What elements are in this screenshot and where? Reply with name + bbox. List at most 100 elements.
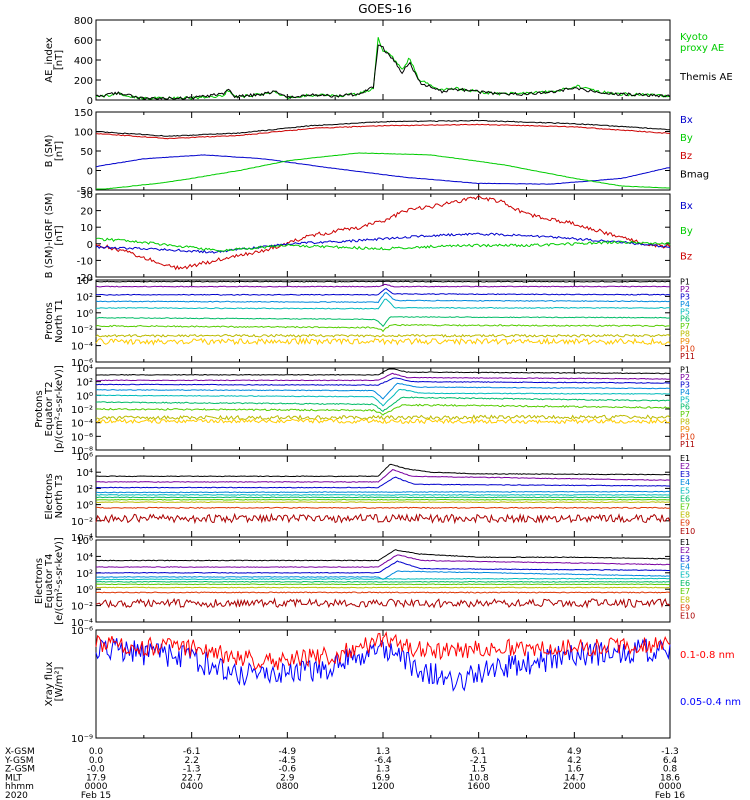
y-tick-label: 600 [74, 36, 93, 47]
ephemeris-value: -2.1 [470, 756, 488, 766]
y-tick-label: 10⁶ [76, 452, 93, 463]
ephemeris-value: 2.2 [185, 756, 199, 766]
series-line-p1 [95, 280, 671, 283]
series-line-e4 [95, 490, 671, 494]
series-line-p8 [95, 333, 671, 338]
legend-entry: E3 [680, 470, 690, 479]
y-tick-label: 150 [74, 108, 93, 119]
legend-entry: P6 [680, 403, 690, 412]
y-tick-label: 10⁰ [76, 309, 93, 320]
ephemeris-value: 1.5 [472, 765, 486, 775]
y-tick-label: 10⁰ [76, 501, 93, 512]
legend-entry: P1 [680, 365, 690, 374]
ephemeris-value: 0.0 [89, 756, 104, 766]
legend-entry: P6 [680, 315, 690, 324]
series-line-e7 [95, 583, 671, 586]
y-tick-label: 100 [74, 128, 93, 139]
legend-entry: E5 [680, 486, 690, 495]
legend-entry: P9 [680, 425, 690, 434]
ephemeris-value: 0000 [85, 782, 108, 792]
y-tick-label: 10⁴ [76, 468, 93, 479]
ephemeris-value: 18.6 [660, 773, 680, 783]
ephemeris-value: 4.2 [567, 756, 581, 766]
series-line-e3 [95, 560, 670, 574]
legend-entry: E1 [680, 454, 690, 463]
y-tick-label: 10⁴ [76, 276, 93, 287]
series-line-e10 [95, 512, 671, 525]
series-line-p5 [95, 298, 671, 310]
ephemeris-value: 1600 [467, 782, 490, 792]
legend-entry: P1 [680, 277, 690, 286]
series-line-e9 [96, 506, 671, 509]
ephemeris-value: 10.8 [469, 773, 489, 783]
series-line-0-05-0-4-nm [95, 638, 671, 692]
y-tick-label: 400 [74, 56, 93, 67]
ephemeris-row-label: MLT [5, 773, 23, 783]
y-tick-label: -10 [77, 256, 93, 267]
series-line-p5 [95, 388, 671, 407]
legend-entry: E4 [680, 563, 690, 572]
series-line-bz [95, 123, 671, 140]
series-line-e8 [95, 501, 671, 504]
legend-entry: E2 [680, 462, 690, 471]
ephemeris-value: 0400 [180, 782, 203, 792]
y-axis-label: B (SM)-IGRF (SM) [44, 193, 55, 279]
legend-entry: P7 [680, 322, 690, 331]
y-tick-label: 800 [74, 16, 93, 27]
series-line-p9 [95, 337, 671, 346]
date-start: Feb 15 [81, 791, 111, 800]
ephemeris-value: 22.7 [182, 773, 202, 783]
series-line-p8 [95, 414, 671, 421]
legend-entry: E9 [680, 604, 690, 613]
legend-entry: 0.1-0.8 nm [680, 650, 735, 661]
legend-entry: E7 [680, 587, 690, 596]
legend-entry: P8 [680, 418, 690, 427]
panel-frame [95, 111, 671, 191]
legend-entry: P4 [680, 388, 690, 397]
panel-xray: 10⁻⁶ 10⁻⁹ Xray flux [W/m²] 0.1-0.8 nm 0.05-0.… [44, 626, 741, 745]
date-end: Feb 16 [655, 791, 686, 800]
ephemeris-row-label: hhmm [5, 782, 34, 792]
ephemeris-value: -4.9 [279, 747, 297, 757]
series-line-e2 [95, 554, 671, 568]
legend-entry: P8 [680, 330, 690, 339]
series-line-e6 [95, 580, 671, 583]
y-axis-label: Protons [44, 302, 55, 339]
y-axis-label: [nT] [54, 50, 65, 70]
ephemeris-value: -0.6 [279, 765, 297, 775]
series-line-p3 [95, 288, 671, 296]
legend-entry: P5 [680, 307, 690, 316]
y-axis-label: Xray flux [44, 662, 55, 707]
ephemeris-row-label: X-GSM [5, 747, 35, 757]
panel-bdiff: 30 20 10 0 -10 -20 B (SM)-IGRF (SM) [nT] Bx By Bz [44, 190, 693, 284]
legend-entry: P4 [680, 300, 690, 309]
panel-pe: 10⁴ 10² 10⁰ 10⁻² 10⁻⁴ 10⁻⁶ 10⁻⁸ Protons Equator … [34, 364, 695, 457]
y-axis-label: AE_index [44, 37, 55, 83]
y-tick-label: 10⁻⁹ [71, 734, 93, 745]
series-line-e5 [95, 577, 671, 581]
ephemeris-value: 0.8 [663, 765, 678, 775]
y-tick-label: 10⁻² [71, 325, 93, 336]
legend-entry: P3 [680, 292, 690, 301]
y-tick-label: 10⁴ [76, 552, 93, 563]
y-tick-label: 10⁻⁴ [71, 419, 93, 430]
series-line-e7 [95, 498, 671, 501]
ephemeris-value: -4.5 [279, 756, 297, 766]
y-tick-label: 10⁻⁴ [71, 618, 93, 629]
ephemeris-row-label: Y-GSM [4, 756, 33, 766]
series-line-e9 [95, 591, 671, 594]
legend-entry: Bz [680, 151, 692, 162]
series-line-p2 [95, 372, 671, 382]
legend-entry: E6 [680, 494, 690, 503]
y-tick-label: 10⁻⁶ [71, 358, 93, 369]
panel-frame [95, 539, 671, 623]
legend-entry: E2 [680, 546, 690, 555]
ephemeris-value: -1.3 [183, 765, 201, 775]
series-line-e4 [95, 570, 671, 580]
legend-entry: P11 [680, 440, 695, 449]
legend-entry: E8 [680, 595, 690, 604]
series-line-bx [95, 232, 671, 254]
